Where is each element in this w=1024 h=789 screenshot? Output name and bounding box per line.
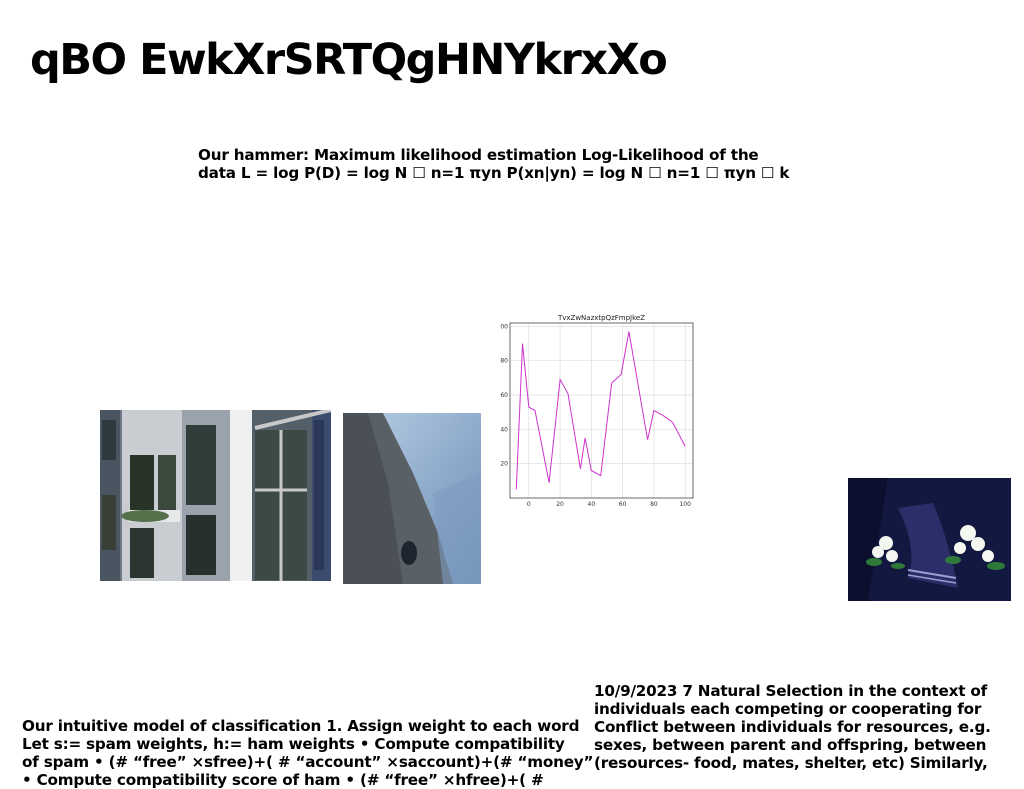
flowers-photo xyxy=(848,478,1011,601)
y-tick-label: 60 xyxy=(500,392,508,399)
x-tick-label: 60 xyxy=(619,501,627,508)
text-line: data L = log P(D) = log N ☐ n=1 πyn P(xn… xyxy=(198,164,790,182)
y-tick-label: 40 xyxy=(500,426,508,433)
natural-selection-text-block: 10/9/2023 7 Natural Selection in the con… xyxy=(594,682,1004,772)
x-tick-label: 80 xyxy=(650,501,658,508)
x-tick-label: 100 xyxy=(679,501,691,508)
y-tick-label: 20 xyxy=(500,461,508,468)
x-tick-label: 40 xyxy=(588,501,596,508)
building-photo xyxy=(100,410,331,581)
text-line: of spam • (# “free” ×sfree)+( # “account… xyxy=(22,753,594,771)
equation-text-block: Our hammer: Maximum likelihood estimatio… xyxy=(198,146,858,182)
text-line: (resources- food, mates, shelter, etc) S… xyxy=(594,754,988,772)
text-line: Our hammer: Maximum likelihood estimatio… xyxy=(198,146,759,164)
y-tick-label: 80 xyxy=(500,358,508,365)
text-line: sexes, between parent and offspring, bet… xyxy=(594,736,987,754)
y-tick-label: 100 xyxy=(500,323,508,330)
page-title: qBO EwkXrSRTQgHNYkrxXo xyxy=(30,35,668,85)
line-chart: TvxZwNazxtpQzFmpJkeZ 0 20 40 60 80 100 20 40 60 8… xyxy=(500,314,694,508)
cliff-photo xyxy=(343,413,481,584)
text-line: • Compute compatibility score of ham • (… xyxy=(22,771,544,789)
x-tick-label: 0 xyxy=(527,501,531,508)
series-line xyxy=(515,331,686,490)
text-line: individuals each competing or cooperatin… xyxy=(594,700,982,718)
classification-text-block: Our intuitive model of classification 1.… xyxy=(22,717,594,789)
text-line: 10/9/2023 7 Natural Selection in the con… xyxy=(594,682,987,700)
text-line: Conflict between individuals for resourc… xyxy=(594,718,991,736)
chart-title: TvxZwNazxtpQzFmpJkeZ xyxy=(557,314,645,322)
text-line: Our intuitive model of classification 1.… xyxy=(22,717,580,735)
text-line: Let s:= spam weights, h:= ham weights • … xyxy=(22,735,565,753)
x-tick-label: 20 xyxy=(556,501,564,508)
plot-frame xyxy=(509,322,694,499)
